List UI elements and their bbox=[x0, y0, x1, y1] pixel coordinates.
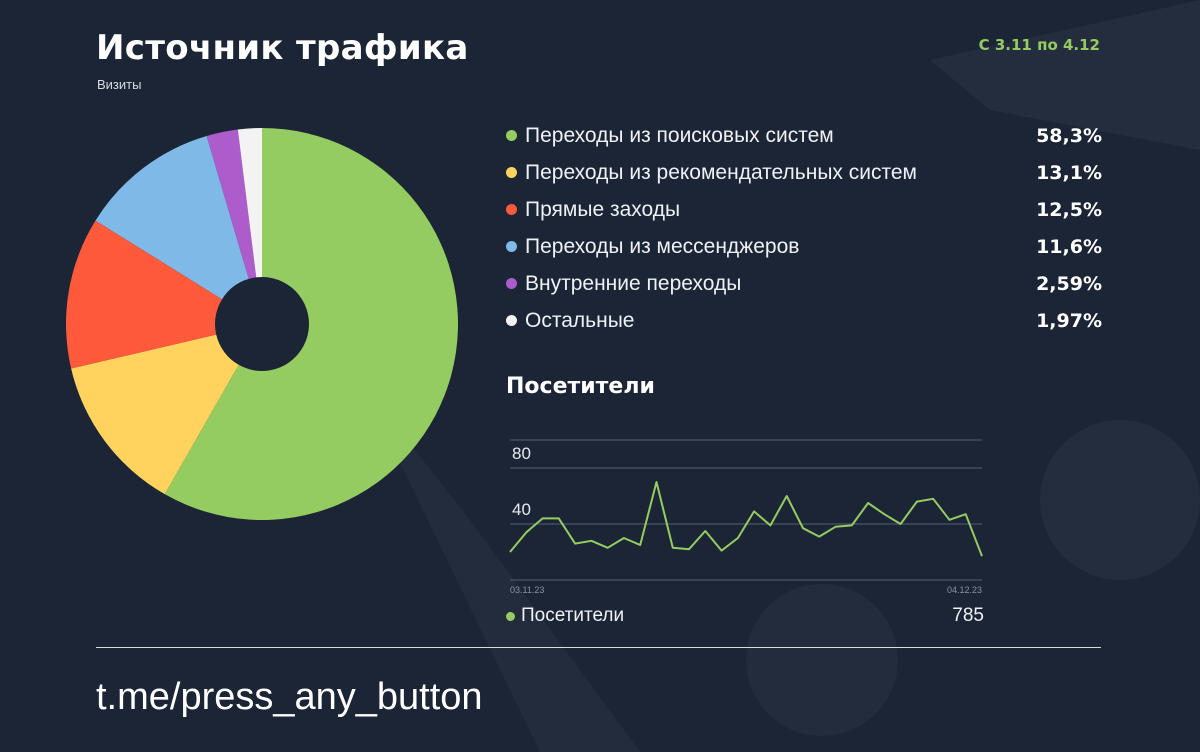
footer-link[interactable]: t.me/press_any_button bbox=[96, 676, 483, 718]
legend-dot bbox=[506, 315, 517, 326]
legend-item: Внутренние переходы 2,59% bbox=[506, 265, 1102, 302]
legend-value: 11,6% bbox=[1036, 235, 1102, 258]
legend-label: Переходы из поисковых систем bbox=[525, 123, 834, 147]
visitors-chart-title: Посетители bbox=[506, 374, 655, 399]
legend-value: 13,1% bbox=[1036, 161, 1102, 184]
legend-value: 2,59% bbox=[1036, 272, 1102, 295]
legend-label: Переходы из мессенджеров bbox=[525, 234, 800, 258]
pie-slice-2 bbox=[71, 334, 239, 495]
legend-label: Переходы из рекомендательных систем bbox=[525, 160, 917, 184]
legend-value: 12,5% bbox=[1036, 198, 1102, 221]
visitors-line-chart: 40 80 03.11.23 04.12.23 bbox=[509, 439, 983, 595]
visitors-legend: Посетители 785 bbox=[506, 605, 984, 627]
donut-chart bbox=[65, 128, 458, 520]
visitors-series-line bbox=[509, 481, 983, 557]
legend-dot bbox=[506, 278, 517, 289]
legend-item: Переходы из мессенджеров 11,6% bbox=[506, 228, 1102, 265]
pie-slice-5 bbox=[206, 129, 257, 279]
legend-item: Переходы из поисковых систем 58,3% bbox=[506, 117, 1102, 154]
legend-item: Остальные 1,97% bbox=[506, 302, 1102, 339]
legend-dot bbox=[506, 611, 515, 621]
legend-item: Прямые заходы 12,5% bbox=[506, 191, 1102, 228]
x-start-label: 03.11.23 bbox=[510, 585, 544, 595]
y-tick-label: 40 bbox=[512, 500, 531, 519]
y-tick-label: 80 bbox=[512, 444, 531, 463]
divider bbox=[96, 647, 1101, 648]
legend-dot bbox=[506, 167, 517, 178]
series-total: 785 bbox=[952, 605, 984, 626]
legend-item: Переходы из рекомендательных систем 13,1% bbox=[506, 154, 1102, 191]
series-name: Посетители bbox=[521, 605, 625, 626]
page-title: Источник трафика bbox=[96, 28, 469, 68]
legend-value: 58,3% bbox=[1036, 124, 1102, 147]
x-end-label: 04.12.23 bbox=[947, 585, 982, 595]
legend-dot bbox=[506, 130, 517, 141]
legend-label: Внутренние переходы bbox=[525, 271, 742, 295]
legend-value: 1,97% bbox=[1036, 309, 1102, 332]
pie-slice-1 bbox=[164, 128, 458, 520]
pie-slice-3 bbox=[65, 220, 223, 369]
legend-dot bbox=[506, 204, 517, 215]
legend-label: Остальные bbox=[525, 308, 635, 332]
period-label: С 3.11 по 4.12 bbox=[978, 36, 1100, 54]
pie-slice-6 bbox=[237, 128, 262, 278]
page-subtitle: Визиты bbox=[97, 77, 142, 92]
pie-slice-4 bbox=[95, 135, 249, 300]
pie-legend: Переходы из поисковых систем 58,3% Переход… bbox=[506, 117, 1102, 339]
legend-label: Прямые заходы bbox=[525, 197, 681, 221]
legend-dot bbox=[506, 241, 517, 252]
